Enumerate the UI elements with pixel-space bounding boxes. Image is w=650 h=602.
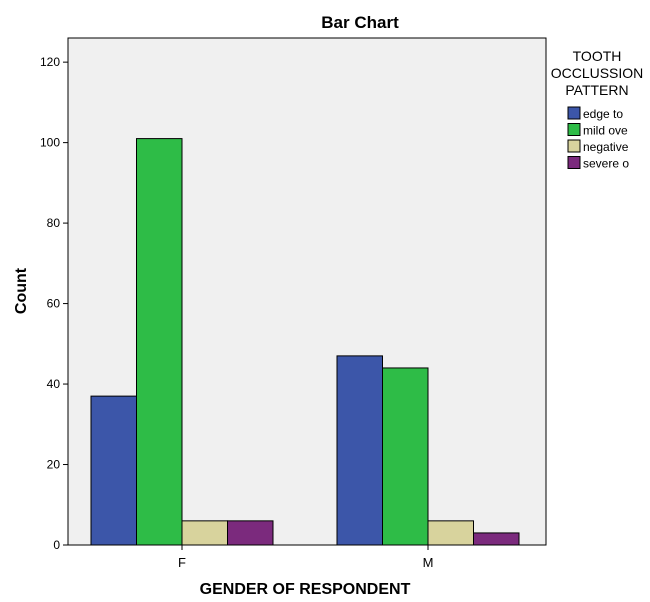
legend-swatch: [567, 156, 581, 169]
legend-title-line: TOOTH: [573, 48, 622, 64]
bar-F-edge-to: [90, 395, 137, 546]
x-tick-label: F: [178, 555, 186, 570]
bars-layer: [90, 138, 520, 546]
x-axis-label: GENDER OF RESPONDENT: [200, 581, 411, 597]
legend-swatch: [567, 139, 581, 153]
y-tick-label: 0: [53, 538, 60, 552]
y-tick-label: 60: [47, 297, 61, 311]
bar-F-mild-ove: [136, 138, 183, 546]
bar-F-negative: [181, 520, 228, 546]
bar-M-severe-o: [473, 532, 520, 546]
legend-label: severe o: [583, 157, 629, 171]
y-axis-label: Count: [13, 267, 30, 314]
y-tick-label: 120: [40, 55, 60, 69]
legend-title-line: OCCLUSSION: [551, 65, 644, 81]
bar-M-mild-ove: [382, 367, 429, 546]
bar-M-negative: [427, 520, 474, 546]
bar-M-edge-to: [336, 355, 383, 546]
legend-swatch: [567, 123, 581, 136]
legend-title-line: PATTERN: [565, 82, 628, 98]
legend-label: mild ove: [583, 124, 628, 138]
bar-F-severe-o: [227, 520, 274, 546]
legend-label: edge to: [583, 107, 623, 121]
legend-items: edge to mild ove negative severe o: [567, 106, 629, 171]
legend-label: negative: [583, 140, 629, 154]
y-tick-label: 40: [47, 377, 61, 391]
y-tick-label: 80: [47, 216, 61, 230]
y-tick-label: 20: [47, 458, 61, 472]
y-tick-label: 100: [40, 136, 60, 150]
legend-swatch: [567, 106, 581, 120]
y-axis: 0 20 40 60 80 100 120: [40, 55, 68, 552]
chart-title: Bar Chart: [321, 13, 399, 32]
x-tick-label: M: [423, 555, 434, 570]
